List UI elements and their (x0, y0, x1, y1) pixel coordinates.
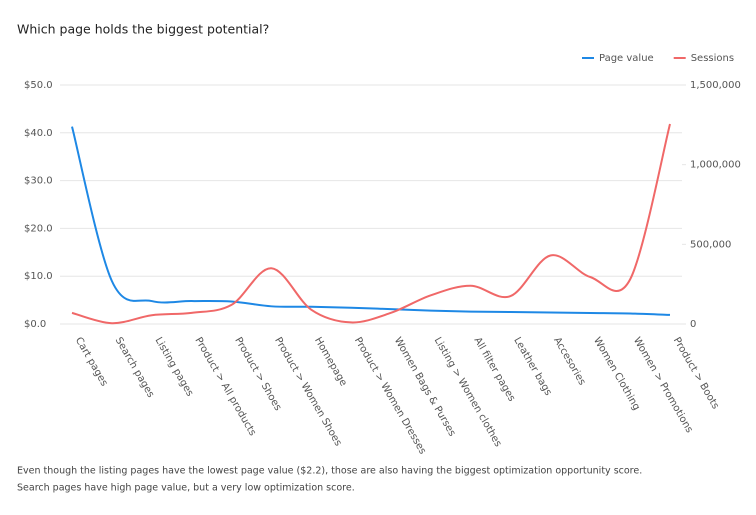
legend-label: Sessions (691, 53, 734, 64)
y-tick-label: $10.0 (24, 271, 53, 282)
x-tick-label: Product > Women Dresses (352, 336, 428, 457)
y-tick-label: $30.0 (24, 176, 53, 187)
x-tick-label: Listing pages (153, 336, 196, 399)
x-tick-label: All filter pages (471, 336, 517, 404)
y-tick-label: $40.0 (24, 128, 53, 139)
series-line (71, 123, 671, 325)
x-tick-label: Women Clothing (591, 336, 642, 413)
x-tick-label: Search pages (113, 336, 156, 400)
legend-label: Page value (599, 53, 654, 64)
y-tick-label: $20.0 (24, 223, 53, 234)
y2-tick-label: 1,500,000 (690, 80, 741, 91)
y-tick-label: $0.0 (24, 319, 46, 330)
x-tick-label: Accesories (551, 336, 587, 388)
y-tick-label: $50.0 (24, 80, 53, 91)
x-tick-label: Listing > Women clothes (432, 336, 504, 449)
note: Search pages have high page value, but a… (17, 483, 355, 494)
series-line (71, 126, 671, 316)
x-tick-label: Cart pages (73, 336, 110, 389)
x-tick-label: Homepage (312, 336, 349, 389)
y2-tick-label: 0 (690, 319, 696, 330)
y2-tick-label: 500,000 (690, 239, 731, 250)
y2-tick-label: 1,000,000 (690, 160, 741, 171)
x-tick-label: Leather bags (511, 336, 553, 398)
x-tick-label: Product > Women Shoes (272, 336, 343, 449)
chart-title: Which page holds the biggest potential? (17, 22, 269, 37)
note: Even though the listing pages have the l… (17, 466, 642, 477)
